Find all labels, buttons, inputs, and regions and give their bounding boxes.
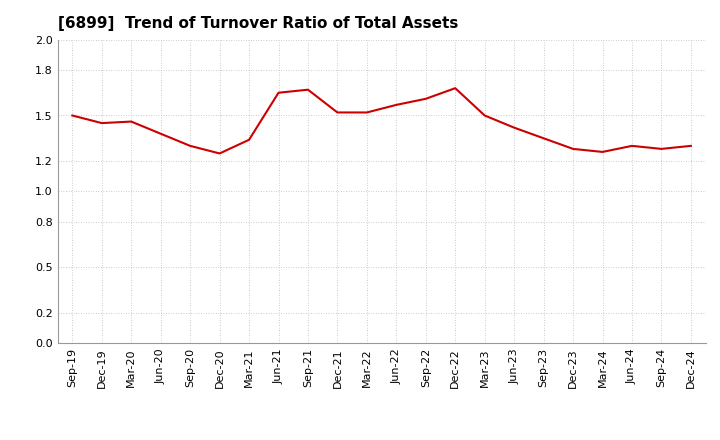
Text: [6899]  Trend of Turnover Ratio of Total Assets: [6899] Trend of Turnover Ratio of Total … (58, 16, 458, 32)
